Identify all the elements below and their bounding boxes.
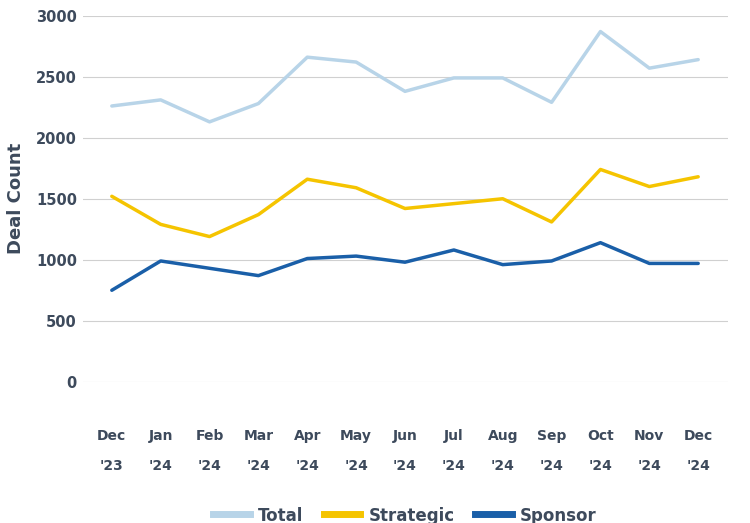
Strategic (303, 176, 312, 183)
Sponsor (156, 258, 165, 264)
Text: '24: '24 (296, 459, 320, 473)
Text: '24: '24 (490, 459, 514, 473)
Sponsor (498, 262, 507, 268)
Sponsor (596, 240, 605, 246)
Total (205, 119, 214, 125)
Total (694, 56, 703, 63)
Total (400, 88, 410, 95)
Line: Strategic: Strategic (112, 169, 698, 236)
Text: Jun: Jun (392, 429, 418, 444)
Text: '24: '24 (393, 459, 417, 473)
Text: '24: '24 (247, 459, 270, 473)
Total (303, 54, 312, 60)
Y-axis label: Deal Count: Deal Count (7, 143, 25, 254)
Total (449, 75, 458, 81)
Text: '24: '24 (638, 459, 662, 473)
Sponsor (645, 260, 654, 267)
Sponsor (205, 265, 214, 271)
Text: Jan: Jan (148, 429, 173, 444)
Total (596, 28, 605, 35)
Sponsor (694, 260, 703, 267)
Strategic (205, 233, 214, 240)
Sponsor (400, 259, 410, 265)
Text: Jul: Jul (444, 429, 464, 444)
Total (498, 75, 507, 81)
Text: '24: '24 (344, 459, 368, 473)
Strategic (107, 193, 116, 199)
Total (156, 97, 165, 103)
Strategic (156, 221, 165, 228)
Strategic (498, 196, 507, 202)
Text: '23: '23 (100, 459, 124, 473)
Text: Aug: Aug (488, 429, 518, 444)
Sponsor (303, 255, 312, 262)
Text: Dec: Dec (98, 429, 127, 444)
Text: Dec: Dec (683, 429, 712, 444)
Text: Nov: Nov (634, 429, 664, 444)
Sponsor (547, 258, 556, 264)
Strategic (254, 211, 263, 218)
Total (352, 59, 361, 65)
Sponsor (107, 287, 116, 293)
Strategic (449, 200, 458, 207)
Line: Total: Total (112, 31, 698, 122)
Sponsor (449, 247, 458, 253)
Total (254, 100, 263, 107)
Text: Sep: Sep (537, 429, 566, 444)
Line: Sponsor: Sponsor (112, 243, 698, 290)
Text: Mar: Mar (243, 429, 274, 444)
Strategic (547, 219, 556, 225)
Strategic (694, 174, 703, 180)
Strategic (400, 206, 410, 212)
Total (107, 103, 116, 109)
Text: '24: '24 (148, 459, 172, 473)
Text: Apr: Apr (293, 429, 321, 444)
Total (645, 65, 654, 71)
Strategic (352, 185, 361, 191)
Text: '24: '24 (686, 459, 710, 473)
Sponsor (254, 272, 263, 279)
Total (547, 99, 556, 106)
Text: Feb: Feb (195, 429, 223, 444)
Text: '24: '24 (589, 459, 613, 473)
Legend: Total, Strategic, Sponsor: Total, Strategic, Sponsor (207, 500, 603, 523)
Text: '24: '24 (442, 459, 466, 473)
Text: Oct: Oct (587, 429, 613, 444)
Text: '24: '24 (197, 459, 221, 473)
Strategic (596, 166, 605, 173)
Text: '24: '24 (540, 459, 563, 473)
Text: May: May (340, 429, 372, 444)
Sponsor (352, 253, 361, 259)
Strategic (645, 184, 654, 190)
